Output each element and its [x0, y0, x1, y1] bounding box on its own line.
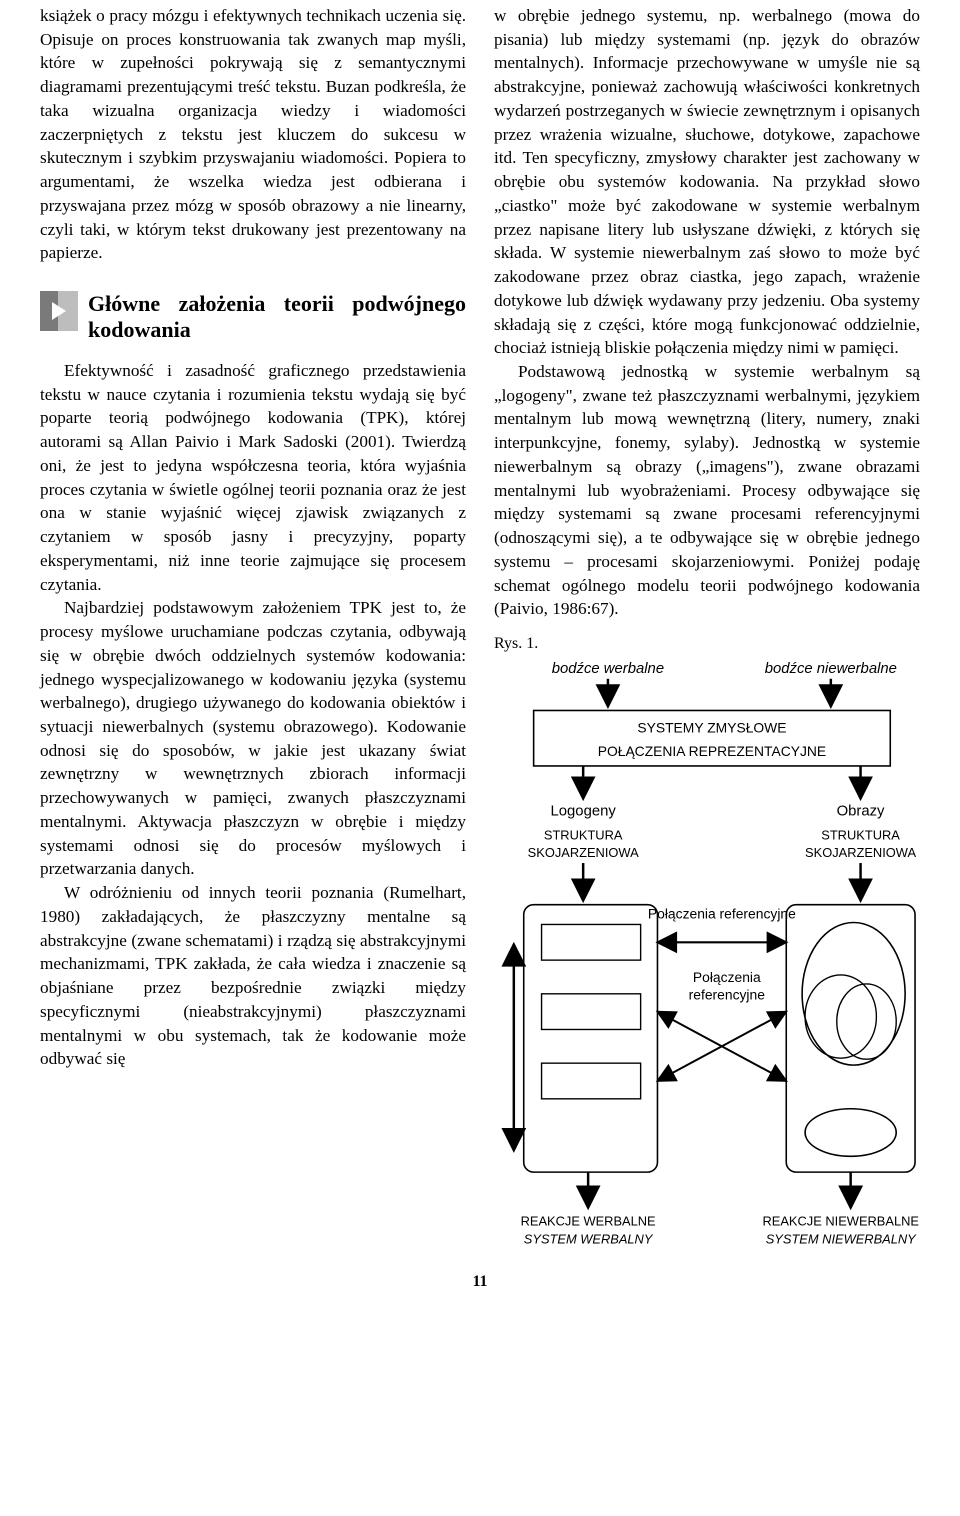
play-arrow-icon [40, 291, 78, 331]
diagram-label-struktura-left-2: SKOJARZENIOWA [528, 845, 639, 860]
left-paragraph-2: Efektywność i zasadność graficznego prze… [40, 359, 466, 596]
section-heading: Główne założenia teorii podwójnego kodow… [88, 291, 466, 343]
diagram-label-struktura-right-1: STRUKTURA [821, 827, 900, 842]
left-paragraph-3: Najbardziej podstawowym założeniem TPK j… [40, 596, 466, 881]
page-number: 11 [40, 1273, 920, 1291]
diagram-label-reakcje-werbalne: REAKCJE WERBALNE [521, 1214, 656, 1229]
left-column: książek o pracy mózgu i efektywnych tech… [40, 4, 466, 1255]
diagram-label-obrazy: Obrazy [837, 804, 885, 820]
left-paragraph-1: książek o pracy mózgu i efektywnych tech… [40, 4, 466, 265]
diagram-label-struktura-right-2: SKOJARZENIOWA [805, 845, 916, 860]
diagram-box-representational: POŁĄCZENIA REPREZENTACYJNE [598, 743, 826, 759]
diagram-label-struktura-left-1: STRUKTURA [544, 827, 623, 842]
right-paragraph-2: Podstawową jednostką w systemie werbalny… [494, 360, 920, 621]
diagram-label-nonverbal-stimuli: bodźce niewerbalne [765, 661, 897, 677]
diagram-label-ref-connections-2b: referencyjne [689, 987, 766, 1003]
diagram-box-sensory: SYSTEMY ZMYSŁOWE [637, 719, 786, 735]
dual-coding-diagram: bodźce werbalne bodźce niewerbalne SYSTE… [494, 655, 920, 1249]
diagram-label-system-werbalny: SYSTEM WERBALNY [524, 1232, 654, 1247]
diagram-label-ref-connections-2a: Połączenia [693, 969, 761, 985]
right-paragraph-1: w obrębie jednego systemu, np. werbalneg… [494, 4, 920, 360]
diagram-label-verbal-stimuli: bodźce werbalne [552, 661, 664, 677]
right-column: w obrębie jednego systemu, np. werbalneg… [494, 4, 920, 1255]
left-paragraph-4: W odróżnieniu od innych teorii poznania … [40, 881, 466, 1071]
figure-label: Rys. 1. [494, 635, 920, 653]
diagram-label-reakcje-niewerbalne: REAKCJE NIEWERBALNE [762, 1214, 919, 1229]
diagram-label-logogeny: Logogeny [551, 804, 617, 820]
diagram-label-system-niewerbalny: SYSTEM NIEWERBALNY [766, 1232, 917, 1247]
section-heading-block: Główne założenia teorii podwójnego kodow… [40, 291, 466, 343]
diagram-label-ref-connections-1: Połączenia referencyjne [648, 906, 796, 922]
